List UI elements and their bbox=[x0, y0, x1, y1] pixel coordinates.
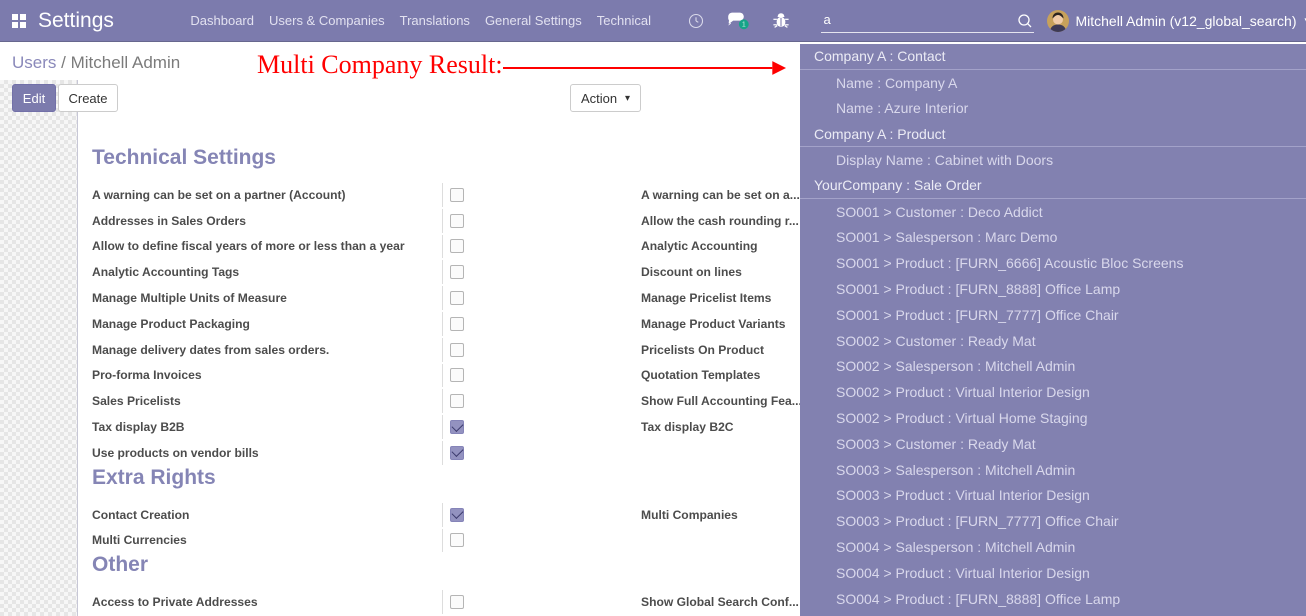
svg-text:1: 1 bbox=[742, 21, 746, 28]
